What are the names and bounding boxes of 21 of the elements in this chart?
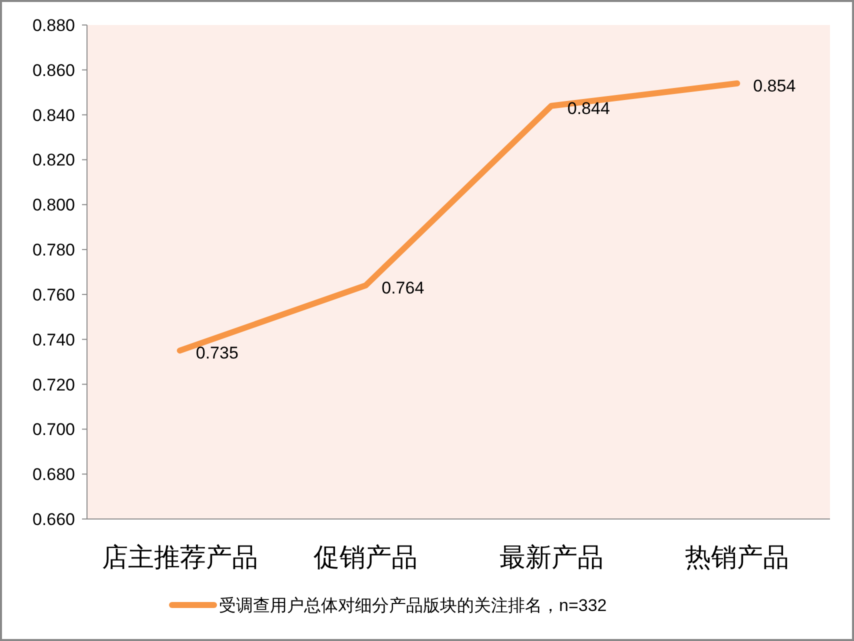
x-tick-label: 热销产品	[685, 543, 790, 573]
legend-label: 受调查用户总体对细分产品版块的关注排名，n=332	[219, 596, 607, 615]
data-label: 0.844	[567, 98, 610, 118]
y-tick-label: 0.660	[32, 510, 75, 529]
y-tick-label: 0.780	[32, 240, 75, 260]
y-tick-label: 0.760	[32, 285, 75, 304]
y-tick-label: 0.840	[32, 106, 75, 125]
y-tick-label: 0.720	[32, 375, 75, 394]
y-tick-label: 0.700	[32, 420, 75, 440]
y-tick-label: 0.800	[32, 196, 75, 215]
x-tick-label: 最新产品	[499, 543, 604, 573]
data-label: 0.854	[753, 76, 796, 96]
x-tick-label: 促销产品	[314, 543, 418, 573]
x-tick-label: 店主推荐产品	[102, 543, 258, 573]
y-tick-label: 0.880	[32, 16, 75, 35]
y-tick-label: 0.740	[32, 330, 75, 350]
y-tick-label: 0.820	[32, 150, 75, 170]
y-tick-label: 0.680	[32, 465, 75, 484]
y-tick-label: 0.860	[32, 60, 75, 80]
data-label: 0.764	[382, 278, 424, 298]
data-label: 0.735	[196, 344, 238, 363]
